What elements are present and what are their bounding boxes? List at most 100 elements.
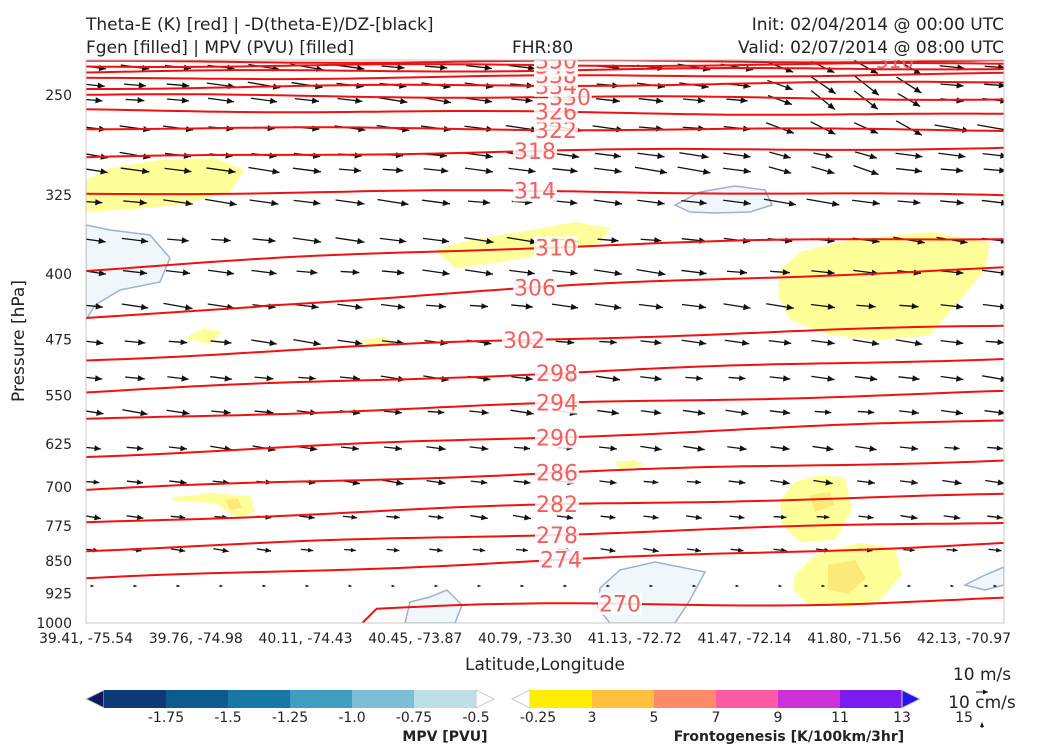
wind-vector (467, 199, 491, 206)
x-tick-label: 41.80, -71.56 (807, 631, 901, 647)
wind-vector-head (443, 82, 451, 90)
valid-time: Valid: 02/07/2014 @ 08:00 UTC (738, 38, 1004, 58)
theta-e-label: 350 (535, 49, 577, 74)
wind-vector (597, 237, 619, 244)
y-tick-label: 625 (45, 437, 72, 453)
wind-vector (126, 445, 144, 451)
theta-e-label: 286 (536, 462, 578, 487)
wind-vector (637, 152, 665, 159)
colorbar-tick-label: 7 (712, 710, 721, 726)
colorbar-segment (352, 690, 415, 708)
wind-vector-head (224, 339, 232, 346)
wind-vector-head (871, 339, 880, 347)
wind-vector-head (96, 409, 104, 416)
wind-vector (122, 269, 148, 276)
wind-vector (728, 375, 746, 381)
wind-vector-head (479, 547, 486, 553)
wind-vector-head (569, 199, 578, 206)
wind-vector (852, 199, 880, 207)
wind-vector-head (524, 514, 532, 521)
wind-vector (340, 445, 360, 452)
wind-vector-head (657, 152, 665, 159)
colorbar-segment (166, 690, 229, 708)
wind-vector (856, 303, 876, 310)
wind-vector-head (311, 97, 320, 104)
wind-vector-head (696, 375, 703, 382)
wind-vector (857, 409, 875, 415)
wind-vector (982, 152, 1004, 159)
wind-vector-head (996, 445, 1003, 451)
wind-vector (599, 339, 617, 346)
wind-vector (121, 237, 149, 244)
wind-vector-head (527, 64, 536, 71)
wind-vector-head (223, 409, 231, 416)
wind-vector-head (914, 129, 922, 136)
wind-vector (381, 269, 405, 276)
shaded-fields (86, 158, 1004, 623)
wind-vector (86, 339, 104, 346)
wind-vector (472, 547, 486, 553)
wind-vector (165, 269, 191, 276)
wind-vector (464, 269, 494, 277)
wind-vector (950, 584, 954, 588)
wind-vector (899, 409, 919, 416)
wind-vector (256, 547, 272, 553)
wind-vector-head (176, 584, 180, 588)
wind-vector-head (397, 64, 405, 71)
wind-vector-head (525, 375, 533, 382)
wind-vector-head (313, 199, 321, 206)
wind-vector (516, 547, 528, 553)
wind-vector-head (613, 152, 621, 159)
wind-vector (899, 445, 919, 452)
wind-vector (169, 479, 187, 486)
wind-vector-head (570, 269, 578, 276)
colorbar-segment (654, 690, 717, 708)
wind-vector-head (652, 479, 659, 485)
wind-vector-head (226, 269, 234, 276)
wind-vector (86, 409, 104, 416)
theta-e-label-bg (513, 179, 557, 202)
wind-vector-head (782, 269, 790, 276)
wind-vector-head (262, 584, 266, 588)
wind-vector (252, 237, 276, 244)
wind-vector (86, 303, 103, 310)
wind-vector (470, 514, 488, 521)
wind-vector-head (868, 479, 875, 486)
wind-vector-head (956, 303, 964, 310)
wind-vector-head (222, 547, 229, 553)
wind-vector (254, 375, 274, 382)
wind-vector (251, 339, 277, 347)
wind-vector (593, 199, 623, 207)
wind-vector (298, 375, 316, 382)
wind-vector (380, 303, 406, 310)
wind-vector (381, 64, 405, 71)
wind-vector (987, 514, 1003, 520)
wind-vector-head (911, 303, 919, 310)
wind-vector-head (652, 547, 659, 553)
wind-vector-head (737, 547, 744, 553)
wind-vector-head (783, 152, 791, 160)
wind-vector (86, 97, 103, 104)
wind-vector (508, 167, 536, 174)
theta-e-label-bg (535, 362, 579, 385)
wind-vector-head (914, 339, 923, 347)
wind-vector (379, 237, 407, 244)
wind-vector-head (437, 547, 443, 553)
wind-vector (422, 269, 450, 277)
colorbar-tick-label: -0.5 (462, 710, 489, 726)
wind-vector-head (396, 269, 405, 276)
wind-vector-head (911, 409, 919, 416)
wind-vector (384, 409, 402, 416)
theta-e-label-bg (513, 140, 557, 163)
wind-vector (983, 167, 1004, 174)
wind-vector-head (956, 199, 964, 206)
wind-vector-head (136, 445, 144, 451)
wind-vector (977, 124, 1004, 131)
wind-vector (940, 303, 964, 310)
wind-vector (125, 375, 145, 382)
wind-vector (735, 584, 739, 588)
wind-vector-head (481, 445, 489, 452)
wind-vector (982, 303, 1004, 310)
wind-vector (854, 151, 878, 160)
wind-vector (164, 167, 192, 174)
